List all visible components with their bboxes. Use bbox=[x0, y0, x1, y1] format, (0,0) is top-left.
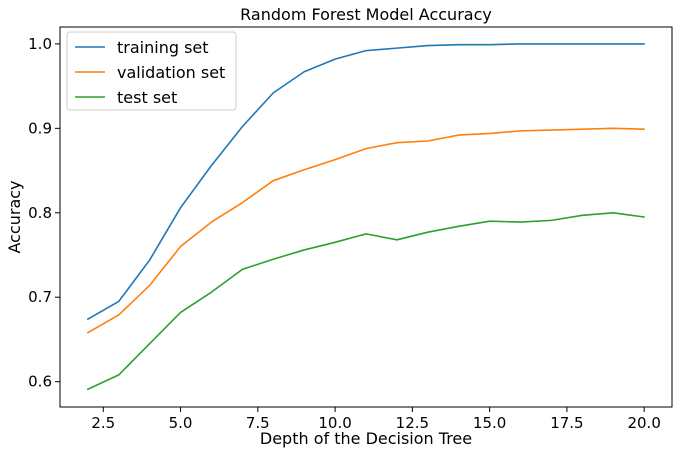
x-tick-label: 7.5 bbox=[246, 414, 270, 432]
x-tick-label: 2.5 bbox=[91, 414, 115, 432]
plot-area bbox=[59, 26, 673, 408]
legend-box bbox=[66, 31, 237, 111]
y-tick-label: 0.6 bbox=[28, 373, 52, 391]
y-axis: 0.6 0.7 0.8 0.9 1.0 bbox=[28, 35, 60, 391]
legend: training set validation set test set bbox=[66, 31, 237, 111]
legend-label: training set bbox=[117, 38, 209, 57]
y-tick-label: 0.9 bbox=[28, 119, 52, 137]
y-tick-label: 1.0 bbox=[28, 35, 52, 53]
x-axis-label: Depth of the Decision Tree bbox=[260, 429, 472, 448]
series-line-test-set bbox=[87, 211, 645, 391]
series-line-training-set bbox=[87, 43, 645, 320]
legend-label: validation set bbox=[117, 63, 225, 82]
series-lines bbox=[87, 43, 645, 391]
chart-title: Random Forest Model Accuracy bbox=[240, 5, 492, 24]
y-axis-label: Accuracy bbox=[5, 180, 24, 253]
x-tick-label: 5.0 bbox=[169, 414, 193, 432]
y-tick-label: 0.8 bbox=[28, 204, 52, 222]
x-tick-label: 17.5 bbox=[550, 414, 583, 432]
y-tick-label: 0.7 bbox=[28, 288, 52, 306]
x-axis: 2.5 5.0 7.5 10.0 12.5 15.0 17.5 20.0 bbox=[91, 407, 661, 432]
x-tick-label: 20.0 bbox=[627, 414, 660, 432]
series-line-validation-set bbox=[87, 127, 645, 334]
x-tick-label: 10.0 bbox=[318, 414, 351, 432]
x-tick-label: 12.5 bbox=[396, 414, 429, 432]
legend-label: test set bbox=[117, 88, 177, 107]
x-tick-label: 15.0 bbox=[473, 414, 506, 432]
